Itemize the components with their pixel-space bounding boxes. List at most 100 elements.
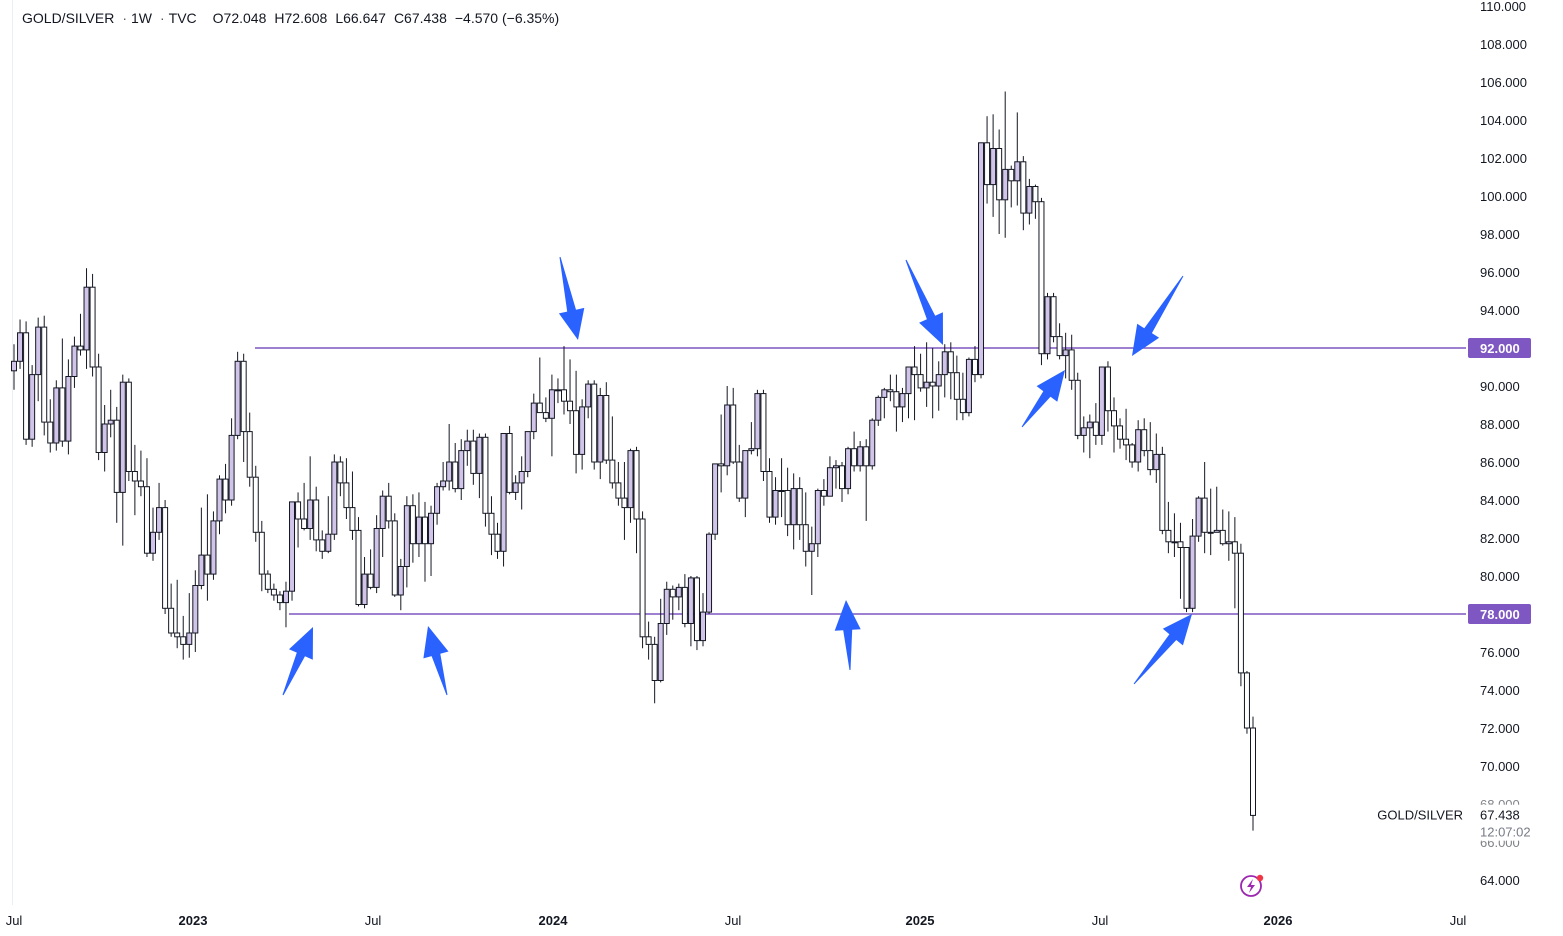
candle-body (107, 419, 114, 425)
candle-body (923, 381, 930, 389)
candle (1050, 292, 1057, 343)
candle-body (947, 351, 954, 374)
candle (1110, 397, 1117, 453)
time-axis: Jul 2023 Jul 2024 Jul 2025 Jul 2026 Jul (6, 913, 1467, 928)
candle-body (548, 389, 555, 419)
candle (579, 399, 586, 470)
candle (766, 458, 773, 523)
candle-body (790, 488, 797, 526)
candle (125, 378, 132, 481)
candle (415, 492, 422, 557)
candle (113, 406, 120, 523)
candle-body (560, 389, 567, 402)
candle-body (615, 482, 622, 499)
candle (500, 433, 507, 567)
candle-body (1135, 429, 1142, 463)
candle (17, 319, 24, 369)
candle (796, 477, 803, 540)
y-tick-label: 94.000 (1480, 303, 1520, 318)
legend-symbol[interactable]: GOLD/SILVER (22, 10, 115, 26)
candle-body (1117, 425, 1124, 440)
candle (615, 462, 622, 506)
x-tick-label: 2025 (906, 913, 935, 928)
candle (603, 382, 610, 464)
candle-body (1014, 161, 1021, 182)
arrow-annotation (423, 626, 449, 696)
candle (1153, 433, 1160, 483)
candle-body (1056, 336, 1063, 357)
candle-body (518, 471, 525, 484)
candle (554, 378, 561, 404)
candle (143, 458, 150, 557)
candle-body (355, 529, 362, 606)
candle-body (971, 358, 978, 376)
candle (41, 315, 48, 436)
y-tick-label: 80.000 (1480, 569, 1520, 584)
candle (355, 517, 362, 607)
candle-body (65, 376, 72, 442)
candle (1123, 408, 1130, 461)
candle (832, 460, 839, 489)
candle (482, 433, 489, 527)
candle (428, 505, 435, 576)
candle (917, 353, 924, 392)
candle-body (1074, 379, 1081, 436)
x-tick-label: Jul (1450, 913, 1467, 928)
candle-body (748, 448, 755, 452)
candle-body (397, 566, 404, 596)
candle-body (796, 488, 803, 526)
candle (331, 454, 338, 540)
candle (742, 450, 749, 518)
candle-body (83, 286, 90, 351)
candle-body (119, 381, 126, 493)
candle (452, 443, 459, 493)
candle (857, 441, 864, 472)
candle-body (1237, 552, 1244, 674)
level-price-tag (1468, 338, 1531, 358)
candle-body (996, 148, 1003, 201)
candle-body (1104, 366, 1111, 412)
candle (29, 365, 36, 447)
lightning-icon[interactable] (1240, 874, 1264, 897)
candle (1141, 418, 1148, 457)
candle-body (337, 461, 344, 484)
y-tick-label: 98.000 (1480, 227, 1520, 242)
candle (464, 429, 471, 466)
candle-body (597, 395, 604, 463)
candle (736, 444, 743, 502)
candle (627, 448, 634, 523)
y-tick-label: 76.000 (1480, 645, 1520, 660)
candle-body (385, 495, 392, 522)
candle (282, 581, 289, 628)
candle (887, 374, 894, 402)
candle-body (651, 643, 658, 682)
candle-body (845, 448, 852, 490)
candle-body (131, 471, 138, 482)
legend-interval: 1W (131, 10, 152, 26)
y-tick-label: 88.000 (1480, 417, 1520, 432)
arrow-annotation (1133, 614, 1192, 685)
candle (1237, 543, 1244, 687)
candle-body (488, 512, 495, 535)
candle (567, 359, 574, 424)
candle (1201, 462, 1208, 554)
legend-source: TVC (168, 10, 197, 26)
candle (1080, 416, 1087, 453)
y-tick-label: 64.000 (1480, 873, 1520, 888)
candle-body (301, 518, 308, 529)
candle-body (216, 478, 223, 522)
candle (754, 389, 761, 457)
arrow-annotation (1021, 370, 1065, 428)
candle (778, 458, 785, 518)
candle (839, 462, 846, 502)
candle (947, 342, 954, 400)
candle (935, 361, 942, 411)
candle (573, 370, 580, 474)
arrow-annotation (282, 627, 313, 696)
candle-body (1189, 535, 1196, 609)
candle-body (23, 332, 30, 440)
candle (621, 462, 628, 540)
candle-body (627, 450, 634, 509)
candle-body (421, 516, 428, 545)
